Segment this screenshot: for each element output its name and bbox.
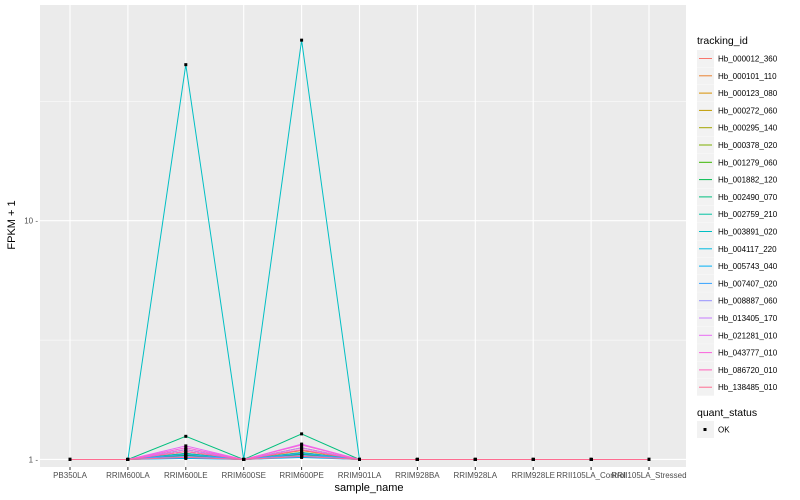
legend-item-label: Hb_004117_220 (718, 245, 777, 254)
data-point (184, 63, 188, 67)
legend-item-label: Hb_000295_140 (718, 124, 778, 133)
data-point (300, 446, 304, 450)
data-point (300, 38, 304, 42)
legend-items: Hb_000012_360 Hb_000101_110 Hb_000123_080 H… (697, 50, 778, 396)
legend-item-label: Hb_008887_060 (718, 297, 778, 306)
legend-item-label: Hb_000012_360 (718, 55, 778, 64)
x-tick-label: RRIM901LA (338, 471, 382, 480)
legend-item-label: Hb_002490_070 (718, 193, 778, 202)
legend-item-label: Hb_000378_020 (718, 141, 778, 150)
x-tick-label: PB350LA (53, 471, 87, 480)
data-point (184, 448, 188, 452)
y-tick-label: 1 - (29, 455, 39, 464)
data-point (300, 448, 304, 452)
legend-item-label: Hb_005743_040 (718, 262, 778, 271)
x-tick-label: RRIM928LE (511, 471, 555, 480)
legend-item-label: Hb_000101_110 (718, 72, 777, 81)
data-point (184, 452, 188, 456)
data-point (300, 451, 304, 455)
legend-title-tracking-id: tracking_id (697, 35, 748, 47)
x-tick-label: RRIM600LE (164, 471, 208, 480)
legend-item-label: Hb_003891_020 (718, 228, 778, 237)
data-point (126, 457, 130, 461)
legend-quant-label: OK (718, 426, 730, 435)
data-point (473, 457, 477, 461)
x-tick-label: RRIM600SE (221, 471, 265, 480)
x-tick-label: RRIM928LA (454, 471, 498, 480)
x-tick-label: RRII105LA_Stressed (611, 471, 686, 480)
data-point (300, 432, 304, 436)
data-point (358, 457, 361, 461)
plot-panel (40, 5, 686, 467)
x-axis-title: sample_name (334, 482, 403, 494)
legend-item-label: Hb_001279_060 (718, 158, 778, 167)
y-axis: 1 - 10 - (24, 217, 38, 465)
data-point (589, 457, 593, 461)
data-point (242, 457, 246, 461)
data-point (68, 457, 72, 461)
legend-quant-items: OK (697, 421, 730, 438)
legend-item-label: Hb_021281_010 (718, 331, 778, 340)
x-axis: PB350LA RRIM600LA RRIM600LE RRIM600SE RRIM60… (53, 467, 687, 480)
y-axis-title: FPKM + 1 (6, 200, 18, 249)
data-point (184, 444, 188, 448)
x-tick-label: RRII105LA_Control (556, 471, 626, 480)
data-point (184, 446, 188, 450)
legend-item-label: Hb_013405_170 (718, 314, 778, 323)
data-point (300, 443, 304, 447)
y-tick-label: 10 - (24, 217, 38, 226)
data-points (68, 38, 651, 461)
legend-item-label: Hb_002759_210 (718, 210, 778, 219)
data-point (531, 457, 535, 461)
data-point (415, 457, 419, 461)
data-point (184, 455, 188, 459)
legend-point-swatch (703, 428, 707, 431)
x-tick-label: RRIM600PE (279, 471, 323, 480)
data-point (184, 449, 188, 453)
data-point (647, 457, 651, 461)
legend-item-label: Hb_000272_060 (718, 106, 778, 115)
legend-item-label: Hb_000123_080 (718, 89, 778, 98)
x-tick-label: RRIM928BA (395, 471, 440, 480)
legend-item-label: Hb_001882_120 (718, 176, 778, 185)
legend-item-label: Hb_007407_020 (718, 279, 778, 288)
legend-item-label: Hb_138485_010 (718, 383, 778, 392)
legend-title-quant-status: quant_status (697, 407, 757, 419)
legend-item-label: Hb_086720_010 (718, 366, 778, 375)
x-tick-label: RRIM600LA (106, 471, 150, 480)
data-point (184, 434, 188, 438)
legend-item-label: Hb_043777_010 (718, 349, 778, 358)
legend: tracking_id Hb_000012_360Hb_000101_110Hb… (697, 35, 778, 438)
data-point (300, 454, 304, 458)
